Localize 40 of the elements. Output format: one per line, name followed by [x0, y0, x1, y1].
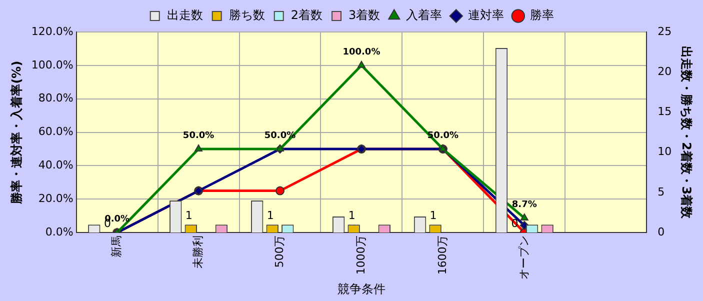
- y-tick-label: 0.0%: [45, 225, 74, 238]
- point: [520, 214, 528, 221]
- legend-label: 入着率: [406, 8, 442, 22]
- data-label: 100.0%: [342, 47, 380, 58]
- x-tick-label: 1000万: [354, 236, 368, 275]
- y-axis-title: 勝率・連対率・入着率(%): [9, 60, 24, 205]
- y-tick-label: 40.0%: [38, 158, 74, 172]
- y2-tick-label: 15: [658, 105, 672, 118]
- y2-tick-label: 10: [658, 145, 672, 158]
- x-tick-label: 1600万: [436, 236, 449, 275]
- y2-tick-label: 20: [658, 64, 672, 78]
- y-tick-label: 60.0%: [38, 125, 74, 138]
- point: [358, 60, 366, 68]
- y2-axis-title: 出走数・勝ち数・2着数・3着数: [680, 46, 694, 220]
- x-tick-label: 500万: [272, 236, 286, 268]
- y2-tick-label: 5: [658, 185, 665, 198]
- y-tick-label: 100.0%: [31, 58, 74, 72]
- legend-label: 勝ち数: [228, 8, 265, 22]
- x-tick-label: 未勝利: [191, 236, 204, 269]
- legend-label: 3着数: [348, 8, 380, 22]
- data-label: 8.7%: [512, 200, 537, 210]
- y2-tick-label: 0: [658, 225, 665, 238]
- data-label: 50.0%: [182, 130, 214, 141]
- x-tick-label: 新馬: [110, 236, 123, 258]
- data-label: 1: [348, 208, 356, 222]
- y-tick-label: 80.0%: [38, 92, 74, 105]
- point: [194, 144, 203, 152]
- legend-label: 2着数: [290, 8, 323, 22]
- legend-label: 連対率: [468, 8, 504, 22]
- legend-label: 勝率: [530, 8, 554, 22]
- data-label: 1: [185, 208, 192, 222]
- y-tick-label: 120.0%: [31, 24, 74, 38]
- x-axis-title: 競争条件: [337, 282, 386, 296]
- data-label: 1: [266, 208, 274, 222]
- legend-label: 出走数: [166, 8, 203, 22]
- x-tick-label: オープン: [517, 236, 530, 280]
- data-label: 1: [430, 208, 437, 222]
- point: [276, 186, 285, 196]
- y-tick-label: 20.0%: [38, 192, 74, 206]
- y2-tick-label: 25: [658, 24, 672, 38]
